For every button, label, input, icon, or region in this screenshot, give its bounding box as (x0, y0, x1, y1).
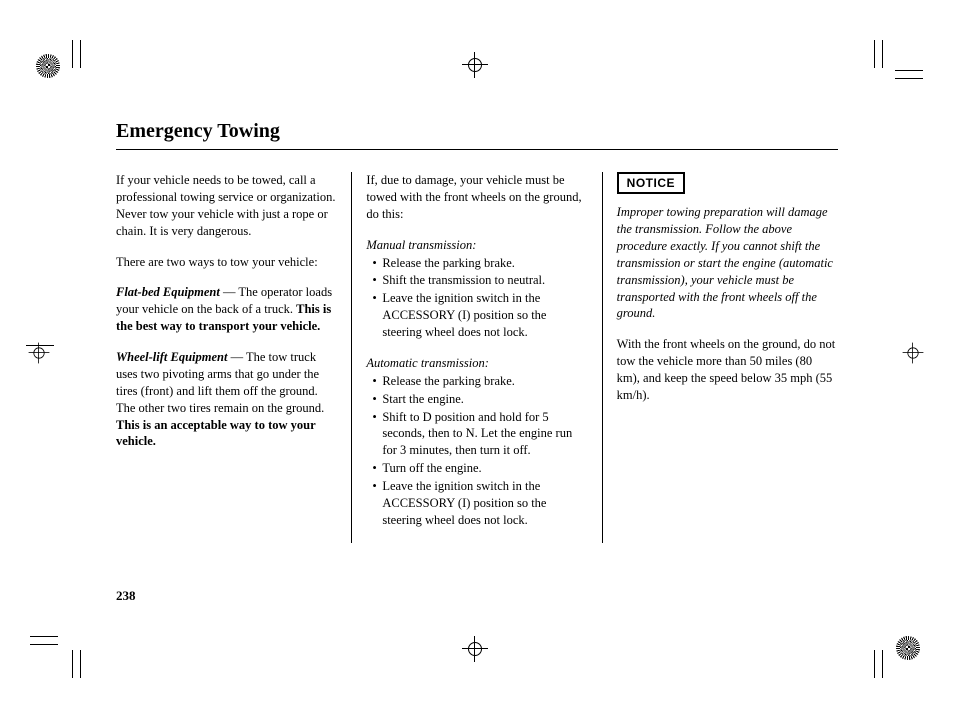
crop-mark (895, 70, 923, 71)
ways-paragraph: There are two ways to tow your vehicle: (116, 254, 337, 271)
crop-mark (30, 636, 58, 637)
content-columns: If your vehicle needs to be towed, call … (116, 172, 838, 543)
page-number: 238 (116, 588, 136, 604)
list-item: Shift the transmission to neutral. (372, 272, 587, 289)
automatic-transmission-list: Release the parking brake. Start the eng… (366, 373, 587, 529)
registration-radial-icon (896, 636, 920, 660)
crop-mark (882, 650, 883, 678)
crop-mark (30, 644, 58, 645)
list-item: Release the parking brake. (372, 373, 587, 390)
list-item: Shift to D position and hold for 5 secon… (372, 409, 587, 460)
registration-mark-icon (29, 343, 50, 364)
col2-intro: If, due to damage, your vehicle must be … (366, 172, 587, 223)
column-3: NOTICE Improper towing preparation will … (602, 172, 838, 543)
notice-body: Improper towing preparation will damage … (617, 204, 838, 322)
flatbed-paragraph: Flat-bed Equipment — The operator loads … (116, 284, 337, 335)
crop-mark (895, 78, 923, 79)
wheellift-label: Wheel-lift Equipment (116, 350, 227, 364)
list-item: Start the engine. (372, 391, 587, 408)
crop-mark (882, 40, 883, 68)
list-item: Turn off the engine. (372, 460, 587, 477)
crop-mark (80, 650, 81, 678)
intro-paragraph: If your vehicle needs to be towed, call … (116, 172, 337, 240)
manual-transmission-list: Release the parking brake. Shift the tra… (366, 255, 587, 341)
wheellift-emphasis: This is an acceptable way to tow your ve… (116, 418, 315, 449)
list-item: Leave the ignition switch in the ACCESSO… (372, 478, 587, 529)
crop-mark (80, 40, 81, 68)
registration-mark-icon (462, 52, 488, 78)
manual-transmission-label: Manual transmission: (366, 237, 587, 254)
crop-mark (72, 40, 73, 68)
column-2: If, due to damage, your vehicle must be … (351, 172, 601, 543)
crop-mark (72, 650, 73, 678)
title-rule (116, 149, 838, 150)
notice-badge: NOTICE (617, 172, 685, 194)
registration-radial-icon (36, 54, 60, 78)
col3-after: With the front wheels on the ground, do … (617, 336, 838, 404)
crop-mark (874, 650, 875, 678)
page-title: Emergency Towing (116, 120, 838, 143)
page-body: Emergency Towing If your vehicle needs t… (116, 120, 838, 543)
automatic-transmission-label: Automatic transmission: (366, 355, 587, 372)
registration-mark-icon (903, 343, 924, 364)
column-1: If your vehicle needs to be towed, call … (116, 172, 351, 543)
flatbed-label: Flat-bed Equipment (116, 285, 220, 299)
registration-mark-icon (462, 636, 488, 662)
wheellift-paragraph: Wheel-lift Equipment — The tow truck use… (116, 349, 337, 450)
list-item: Leave the ignition switch in the ACCESSO… (372, 290, 587, 341)
list-item: Release the parking brake. (372, 255, 587, 272)
crop-mark (874, 40, 875, 68)
